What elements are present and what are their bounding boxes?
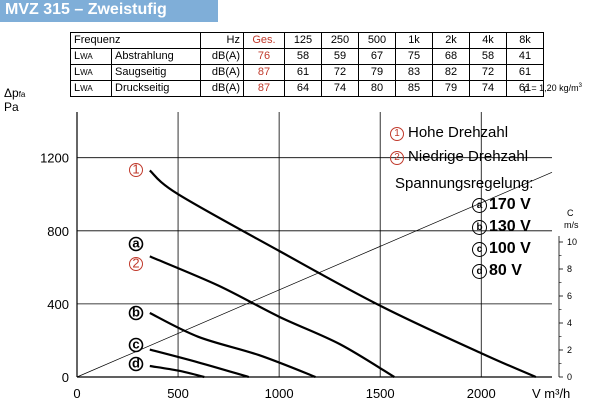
- x-axis-label: V m³/h: [532, 386, 570, 401]
- table-row: LWA Abstrahlung dB(A) 76 58 59 67 75 68 …: [70, 48, 544, 65]
- row-value: 72: [321, 64, 359, 81]
- density-note: ρ = 1,20 kg/m3: [524, 83, 582, 93]
- curve-marker-label: c: [132, 337, 139, 352]
- row-value: 59: [321, 48, 359, 65]
- lwa-main: L: [74, 50, 81, 62]
- row-value: 41: [506, 48, 544, 65]
- legend-regelung-title: Spannungsregelung:: [395, 175, 534, 192]
- right-tick-label: 10: [567, 237, 577, 247]
- voltage-c-label: 100 V: [489, 240, 531, 257]
- lwa-main: L: [74, 66, 81, 78]
- row-value: 74: [469, 80, 507, 97]
- lwa-sub: WA: [80, 84, 93, 93]
- right-tick-label: 4: [567, 318, 572, 328]
- legend-voltage-d: d 80 V: [472, 262, 522, 280]
- curve-marker-label: 2: [132, 256, 139, 271]
- curve-marker-label: a: [132, 236, 140, 251]
- row-name: Druckseitig: [111, 80, 201, 97]
- circle-b-icon: b: [472, 220, 487, 235]
- right-axis-label: C: [567, 208, 574, 218]
- fan-curve-1: [149, 169, 537, 379]
- y-tick-label: 1200: [40, 151, 69, 166]
- y-axis-unit: Δpfa Pa: [4, 87, 25, 114]
- curve-marker-label: b: [132, 305, 140, 320]
- density-sup: 3: [578, 83, 582, 89]
- legend-niedrige-label: Niedrige Drehzahl: [408, 148, 529, 165]
- row-ges: 87: [243, 80, 285, 97]
- right-tick-label: 2: [567, 345, 572, 355]
- legend-hohe-label: Hohe Drehzahl: [408, 124, 509, 141]
- curve-marker-2-icon: [129, 257, 143, 271]
- legend-hohe: 1 Hohe Drehzahl: [390, 124, 508, 141]
- lwa-main: L: [74, 82, 81, 94]
- lwa-sub: WA: [80, 52, 93, 61]
- row-name: Saugseitig: [111, 64, 201, 81]
- x-tick-label: 500: [167, 386, 189, 401]
- y-axis-label: Δp: [4, 86, 19, 100]
- curve-marker-label: d: [132, 356, 140, 371]
- row-value: 61: [506, 80, 544, 97]
- fan-curve-a: [149, 255, 395, 378]
- right-tick-label: 0: [567, 372, 572, 382]
- fan-curve-d: [149, 364, 205, 379]
- chart-title: MVZ 315 – Zweistufig: [5, 1, 167, 18]
- x-tick-label: 1000: [265, 386, 294, 401]
- row-value: 61: [506, 64, 544, 81]
- voltage-d-label: 80 V: [489, 262, 522, 279]
- y-tick-label: 0: [62, 370, 69, 385]
- sound-data-table: Frequenz Hz Ges. 125 250 500 1k 2k 4k 8k…: [70, 32, 544, 97]
- x-tick-label: 1500: [366, 386, 395, 401]
- curve-marker-1-icon: [129, 163, 143, 177]
- legend-voltage-c: c 100 V: [472, 240, 531, 258]
- curve-marker-b-icon: [128, 305, 144, 321]
- fan-curve-c: [149, 348, 250, 379]
- legend-niedrige: 2 Niedrige Drehzahl: [390, 148, 528, 165]
- row-unit: dB(A): [200, 80, 244, 97]
- x-tick-label: 0: [73, 386, 80, 401]
- legend-voltage-a: a 170 V: [472, 196, 531, 214]
- circle-2-icon: 2: [390, 151, 404, 165]
- voltage-b-label: 130 V: [489, 218, 531, 235]
- curve-marker-d-icon: [128, 356, 144, 372]
- right-axis-unit: m/s: [564, 220, 579, 230]
- lwa-sub: WA: [80, 68, 93, 77]
- curve-marker-label: 1: [132, 162, 139, 177]
- y-axis-label-sub: fa: [18, 90, 26, 99]
- y-tick-label: 800: [47, 224, 69, 239]
- row-value: 64: [284, 80, 322, 97]
- voltage-a-label: 170 V: [489, 196, 531, 213]
- curve-marker-a-icon: [128, 236, 144, 252]
- right-tick-label: 6: [567, 291, 572, 301]
- circle-a-icon: a: [472, 198, 487, 213]
- circle-1-icon: 1: [390, 127, 404, 141]
- y-axis-unit-label: Pa: [4, 100, 19, 114]
- curve-marker-c-icon: [128, 337, 144, 353]
- right-tick-label: 8: [567, 264, 572, 274]
- x-tick-label: 2000: [467, 386, 496, 401]
- circle-c-icon: c: [472, 242, 487, 257]
- circle-d-icon: d: [472, 264, 487, 279]
- fan-curve-b: [149, 312, 316, 379]
- lwa-cell: LWA: [70, 48, 112, 65]
- legend-voltage-b: b 130 V: [472, 218, 531, 236]
- density-text: ρ = 1,20 kg/m: [523, 83, 579, 93]
- y-tick-label: 400: [47, 297, 69, 312]
- table-row: LWA Saugseitig dB(A) 87 61 72 79 83 82 7…: [70, 64, 544, 81]
- title-bar: MVZ 315 – Zweistufig: [0, 0, 218, 22]
- table-row: LWA Druckseitig dB(A) 87 64 74 80 85 79 …: [70, 80, 544, 97]
- row-value: 82: [432, 64, 470, 81]
